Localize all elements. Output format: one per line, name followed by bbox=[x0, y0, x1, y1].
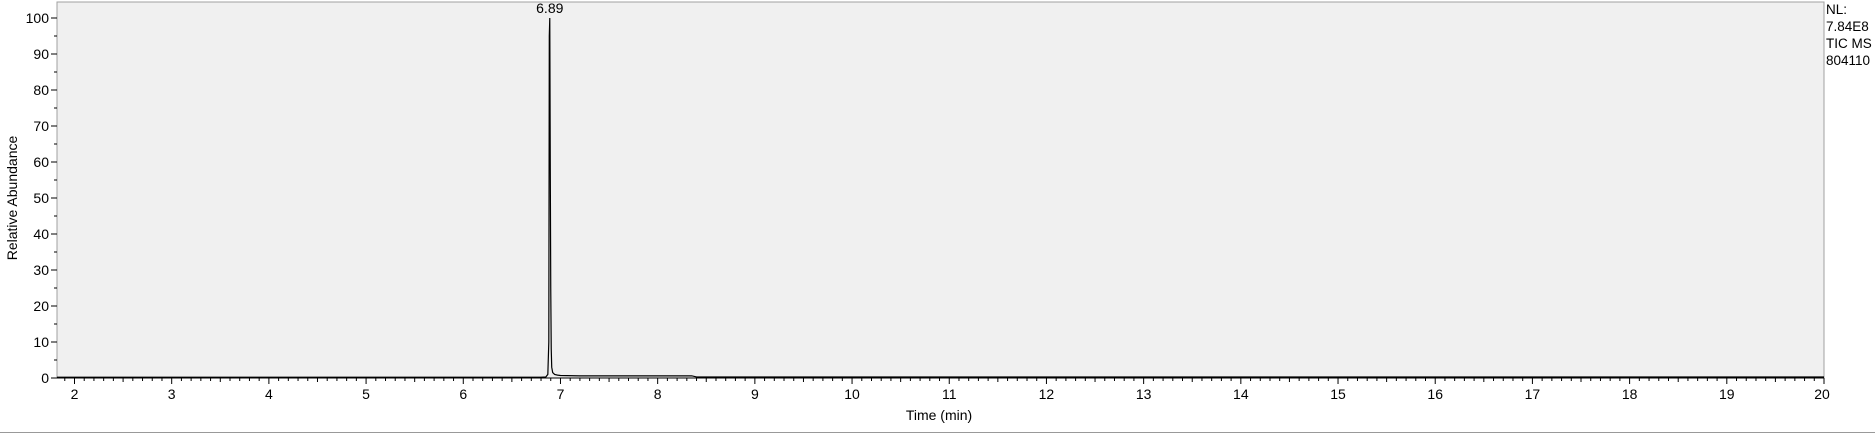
x-tick-label: 10 bbox=[844, 386, 860, 402]
y-tick-label: 50 bbox=[33, 190, 49, 206]
bottom-divider bbox=[0, 432, 1875, 433]
x-tick-label: 20 bbox=[1814, 386, 1830, 402]
y-tick-label: 100 bbox=[26, 10, 50, 26]
y-tick-label: 90 bbox=[33, 46, 49, 62]
x-tick-label: 13 bbox=[1136, 386, 1152, 402]
y-tick-label: 70 bbox=[33, 118, 49, 134]
x-axis-title: Time (min) bbox=[906, 407, 972, 423]
x-tick-label: 5 bbox=[362, 386, 370, 402]
x-tick-label: 12 bbox=[1039, 386, 1055, 402]
y-tick-label: 40 bbox=[33, 226, 49, 242]
x-tick-label: 9 bbox=[751, 386, 759, 402]
y-tick-label: 60 bbox=[33, 154, 49, 170]
y-axis: 0 10 20 30 40 50 60 70 80 90 100 bbox=[26, 10, 57, 386]
peak-annotations: 6.89 bbox=[536, 0, 563, 16]
x-tick-label: 11 bbox=[942, 386, 957, 402]
x-tick-label: 17 bbox=[1525, 386, 1541, 402]
y-tick-label: 0 bbox=[41, 370, 49, 386]
x-tick-label: 18 bbox=[1622, 386, 1638, 402]
y-tick-label: 30 bbox=[33, 262, 49, 278]
y-tick-label: 20 bbox=[33, 298, 49, 314]
trace-info: NL: 7.84E8 TIC MS 804110 bbox=[1826, 1, 1872, 69]
x-tick-label: 14 bbox=[1233, 386, 1249, 402]
x-tick-label: 15 bbox=[1330, 386, 1346, 402]
y-axis-title: Relative Abundance bbox=[4, 136, 20, 261]
x-tick-label: 3 bbox=[168, 386, 176, 402]
info-line-nl: NL: bbox=[1826, 2, 1848, 17]
x-tick-label: 16 bbox=[1427, 386, 1443, 402]
tic-trace bbox=[57, 17, 1824, 378]
info-line-scan-filter: TIC MS bbox=[1826, 36, 1872, 51]
plot-area bbox=[56, 1, 1825, 379]
x-axis: 2 3 4 5 6 7 8 9 10 11 12 13 14 15 16 17 18 19 20 bbox=[57, 377, 1830, 402]
x-tick-label: 4 bbox=[265, 386, 273, 402]
y-tick-label: 10 bbox=[33, 334, 49, 350]
x-tick-label: 19 bbox=[1719, 386, 1735, 402]
y-tick-label: 80 bbox=[33, 82, 49, 98]
x-tick-label: 2 bbox=[71, 386, 79, 402]
x-tick-label: 8 bbox=[654, 386, 662, 402]
x-tick-label: 7 bbox=[557, 386, 565, 402]
info-line-nl-value: 7.84E8 bbox=[1826, 19, 1869, 34]
x-tick-label: 6 bbox=[459, 386, 467, 402]
peak-label: 6.89 bbox=[536, 0, 563, 16]
info-line-filename: 804110 bbox=[1826, 53, 1871, 68]
